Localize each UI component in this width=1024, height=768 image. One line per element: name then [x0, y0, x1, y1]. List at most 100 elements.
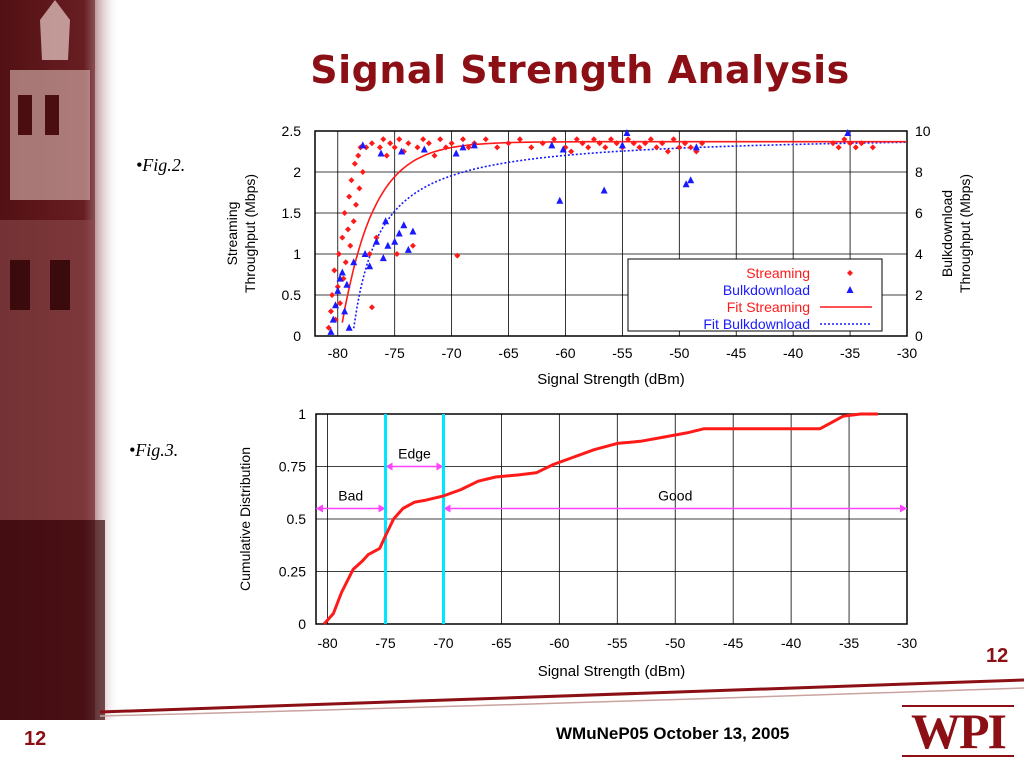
fig2-y-tick-label: 0.5 [282, 287, 302, 303]
fig2-streaming-point [699, 140, 706, 147]
fig2-streaming-point [414, 144, 421, 151]
fig2-streaming-point [682, 140, 688, 147]
fig2-y-tick-label: 1 [293, 246, 301, 262]
fig2-y-axis-label: Streaming Throughput (Mbps) [224, 174, 258, 293]
fig3-region-arrowhead [443, 504, 451, 513]
fig2-streaming-point [355, 152, 362, 159]
fig2-streaming-point [337, 300, 344, 307]
fig2-streaming-point [830, 140, 836, 147]
fig2-streaming-point [339, 234, 346, 241]
fig2-streaming-point [348, 177, 355, 184]
fig2-bulkdownload-point [600, 186, 608, 194]
fig2-y2-tick-label: 8 [915, 164, 923, 180]
fig2-bulkdownload-point [338, 268, 346, 276]
fig2-streaming-point [405, 140, 412, 147]
fig3-x-tick-label: -65 [491, 635, 511, 651]
fig2-bulkdownload-point [343, 280, 351, 288]
fig2-streaming-point [670, 136, 677, 143]
fig2-streaming-point [852, 144, 859, 151]
tower-photo-decoration [0, 0, 120, 720]
fig2-y2-tick-label: 2 [915, 287, 923, 303]
fig2-y-tick-label: 0 [293, 328, 301, 344]
fig3-y-tick-label: 0.5 [287, 511, 307, 527]
fig2-legend-label: Fit Bulkdownload [703, 316, 810, 332]
fig2-x-tick-label: -55 [612, 345, 632, 361]
fig3-y-tick-label: 0.75 [279, 459, 306, 475]
footer-text: WMuNeP05 October 13, 2005 [556, 724, 790, 743]
fig2-bulkdownload-point [400, 221, 408, 229]
fig3-y-tick-label: 0.25 [279, 564, 306, 580]
fig2-y-tick-label: 1.5 [282, 205, 302, 221]
fig2-y2-tick-label: 4 [915, 246, 923, 262]
fig2-y2-axis-label: Bulkdownload Throughput (Mbps) [939, 174, 973, 293]
fig3-region-arrowhead [436, 462, 444, 471]
fig2-streaming-point [551, 136, 558, 143]
fig2-legend-label: Streaming [746, 265, 810, 281]
fig2-streaming-point [505, 140, 512, 147]
fig2-legend-label: Bulkdownload [723, 282, 810, 298]
fig2-streaming-point [841, 136, 848, 143]
fig2-bulkdownload-point [618, 141, 626, 149]
fig2-bulkdownload-point [692, 143, 700, 151]
fig3-region-arrowhead [316, 504, 323, 513]
fig2-streaming-point [494, 144, 501, 151]
fig2-bulkdownload-point [372, 237, 380, 245]
fig2-y2-tick-label: 10 [915, 123, 931, 139]
fig2-streaming-point [596, 140, 603, 147]
fig2-bulkdownload-point [452, 149, 460, 157]
fig2-y2-tick-label: 6 [915, 205, 923, 221]
fig2-streaming-point [539, 140, 546, 147]
fig2-streaming-point [396, 136, 403, 143]
fig3-region-arrowhead [900, 504, 907, 513]
fig3-x-tick-label: -40 [781, 635, 801, 651]
fig2-streaming-point [847, 140, 854, 147]
fig2-legend [627, 258, 883, 332]
fig2-streaming-point [835, 144, 842, 151]
fig2-streaming-point [351, 160, 358, 167]
fig2-legend-marker [846, 286, 854, 293]
fig2-streaming-point [579, 140, 586, 147]
fig2-streaming-point [613, 140, 620, 147]
fig2-y2-tick-label: 0 [915, 328, 923, 344]
fig2-bulkdownload-point [409, 227, 417, 235]
fig2-streaming-point [573, 136, 580, 143]
fig3-y-tick-label: 1 [298, 406, 306, 422]
fig2-streaming-point [869, 144, 876, 151]
fig2-streaming-point [393, 251, 400, 257]
fig2-streaming-point [366, 251, 373, 257]
fig2-bulkdownload-point [395, 229, 403, 237]
fig3-cdf-line [322, 412, 878, 625]
fig2-bulkdownload-point [559, 145, 567, 153]
fig2-bulkdownload-point [420, 145, 428, 153]
fig2-y-tick-label: 2.5 [282, 123, 302, 139]
fig2-x-tick-label: -65 [498, 345, 518, 361]
fig2-bulkdownload-point [350, 258, 358, 266]
fig2-bulkdownload-point [359, 141, 367, 149]
fig2-bulkdownload-point [327, 327, 335, 335]
fig2-x-tick-label: -80 [328, 345, 348, 361]
fig2-streaming-point [331, 267, 338, 274]
fig2-y-tick-label: 2 [293, 164, 301, 180]
fig2-streaming-point [676, 144, 683, 151]
fig3-x-tick-label: -45 [723, 635, 743, 651]
fig2-streaming-point [630, 140, 637, 147]
fig2-bulkdownload-point [687, 176, 695, 184]
fig2-bulkdownload-point [404, 245, 412, 253]
fig3-x-tick-label: -35 [839, 635, 859, 651]
fig2-bulkdownload-point [384, 241, 392, 249]
fig2-streaming-point [642, 140, 649, 147]
fig2-streaming-point [341, 210, 348, 216]
fig2-streaming-point [368, 140, 375, 147]
fig2-bulkdownload-point [382, 217, 390, 225]
fig2-streaming-point [325, 324, 332, 331]
fig2-streaming-point [350, 218, 357, 225]
fig2-streaming-point [482, 136, 489, 143]
fig2-bulkdownload-point [336, 274, 344, 282]
fig2-streaming-point [636, 144, 643, 151]
fig2-legend-marker [847, 270, 853, 276]
page-number-top: 12 [986, 645, 1009, 667]
fig2-streaming-point [368, 304, 375, 311]
fig3-region-label: Bad [338, 488, 363, 504]
fig2-bulkdownload-point [623, 129, 631, 137]
